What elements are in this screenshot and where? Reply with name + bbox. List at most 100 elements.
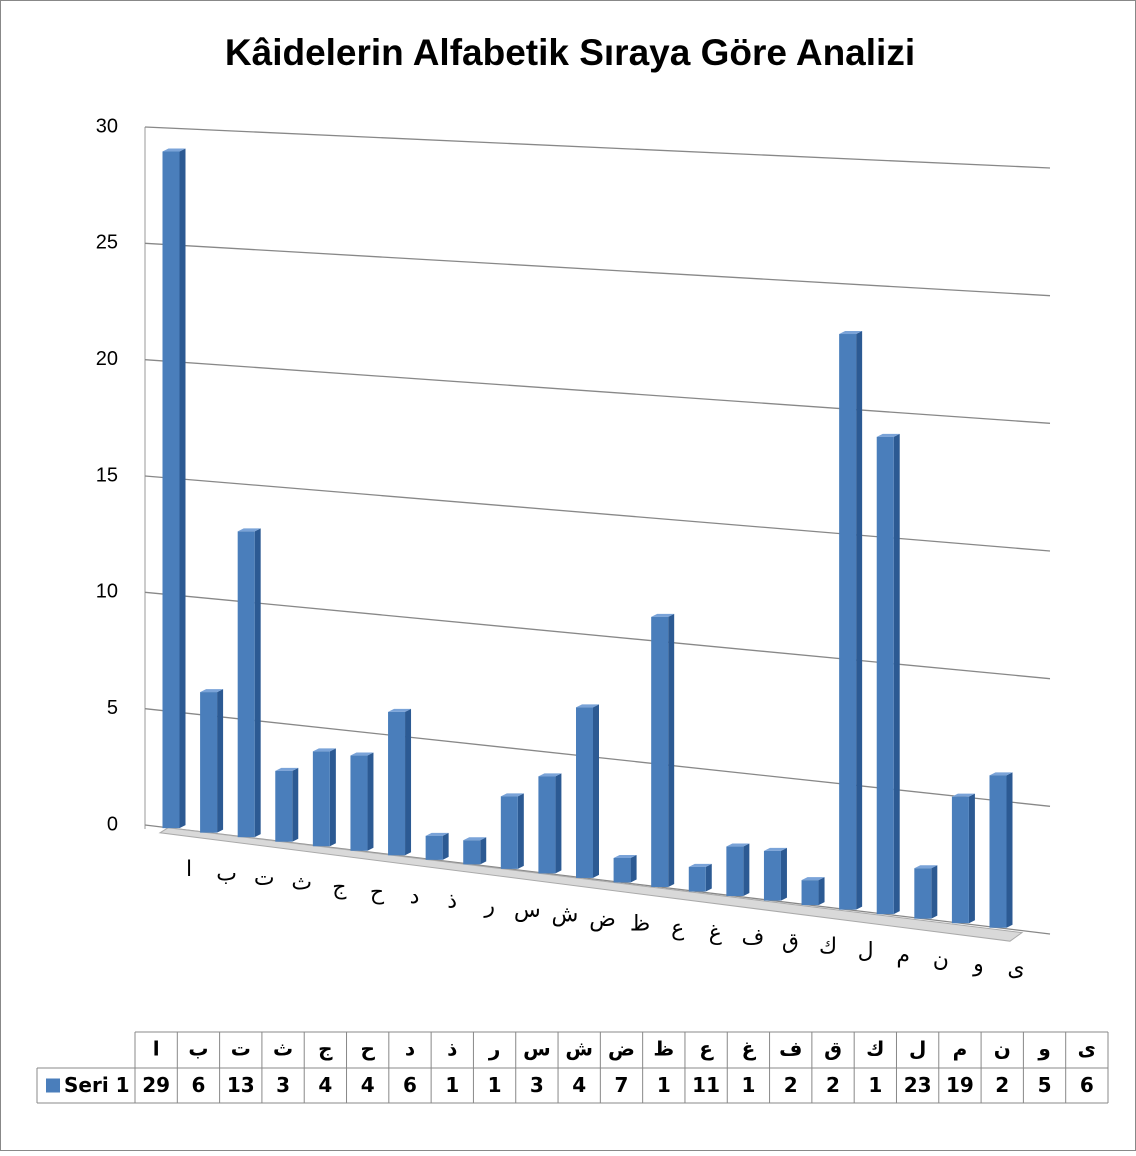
x-tick-label: ف [741,925,764,950]
bar [576,704,599,878]
x-tick-label: ذ [447,889,457,914]
table-header: ل [909,1037,926,1061]
table-value: 4 [572,1073,586,1097]
bar [839,331,863,910]
bar [951,793,975,924]
x-tick-label: ك [819,934,837,959]
bar [350,752,374,851]
table-header: ش [565,1037,593,1061]
table-value: 1 [741,1073,755,1097]
y-tick-label: 30 [96,115,118,137]
bar [651,613,675,887]
bar [275,767,299,842]
table-header: ض [608,1037,635,1061]
bar [914,865,938,919]
x-tick-label: د [410,884,420,909]
table-header: ك [866,1037,884,1061]
x-tick-label: ر [483,893,495,918]
table-header: ن [994,1037,1011,1061]
table-value: 3 [276,1073,290,1097]
table-value: 2 [995,1073,1009,1097]
y-tick-label: 25 [96,232,118,254]
x-tick-label: ن [933,948,949,973]
table-header: ى [1078,1037,1096,1061]
x-tick-label: ا [186,857,192,882]
chart-title: Kâidelerin Alfabetik Sıraya Göre Analizi [225,32,915,73]
table-header: ر [488,1037,501,1061]
table-header: ث [273,1037,293,1061]
bar [312,748,336,847]
table-header: د [405,1037,415,1061]
table-value: 5 [1038,1073,1052,1097]
bar [538,773,562,874]
x-tick-label: و [972,952,984,977]
table-header: س [523,1037,551,1061]
table-grid [36,1031,1109,1104]
x-tick-label: ل [858,939,874,964]
table-value: 13 [227,1073,255,1097]
bar [876,433,900,915]
y-tick-label: 0 [107,813,118,835]
table-header: ف [779,1037,802,1061]
x-tick-label: ى [1007,957,1024,982]
table-header: م [953,1037,968,1061]
table-value: 29 [142,1073,170,1097]
grid-line [144,126,1051,169]
x-tick-label: غ [709,921,722,946]
x-tick-label: م [896,943,910,968]
bar [425,832,449,860]
bar [237,528,261,838]
x-tick-label: ع [671,916,684,941]
table-value: 6 [1080,1073,1094,1097]
grid-line [144,359,1051,424]
table-value: 1 [868,1073,882,1097]
table-value: 4 [361,1073,375,1097]
bar [726,843,750,897]
table-value: 7 [615,1073,629,1097]
table-header: ظ [653,1037,674,1061]
grid-line [144,242,1051,297]
table-header: ج [318,1037,333,1061]
bar [200,689,224,833]
x-tick-label: ض [589,907,616,932]
floor [158,827,1024,942]
table-value: 1 [657,1073,671,1097]
table-value: 6 [191,1073,205,1097]
table-header: ع [699,1037,714,1061]
bar [500,793,524,869]
bar [688,863,712,892]
y-tick-label: 20 [96,348,118,370]
x-tick-label: س [514,898,541,923]
x-tick-label: ش [551,902,578,927]
bar [162,148,186,829]
bar [463,837,487,865]
table-header: و [1037,1037,1050,1061]
bar [763,847,787,901]
table-value: 3 [530,1073,544,1097]
table-value: 19 [946,1073,974,1097]
table-header: غ [742,1037,757,1061]
table-value: 4 [318,1073,332,1097]
table-header: ت [231,1037,251,1061]
x-tick-label: ت [254,866,275,891]
bar [989,772,1013,928]
table-value: 6 [403,1073,417,1097]
legend-swatch [46,1078,60,1093]
table-value: 2 [826,1073,840,1097]
table-value: 1 [488,1073,502,1097]
y-tick-label: 10 [96,581,118,603]
bar [613,855,637,883]
y-tick-label: 15 [96,464,118,486]
table-header: ح [360,1037,375,1061]
table-value: 2 [784,1073,798,1097]
table-value: 23 [904,1073,932,1097]
table-header: ب [188,1037,208,1061]
x-tick-label: ظ [630,911,650,936]
bar [801,877,825,906]
table-header: ق [824,1037,842,1061]
x-tick-label: ث [291,871,312,896]
y-tick-label: 5 [107,697,118,719]
x-tick-label: ح [370,880,385,905]
